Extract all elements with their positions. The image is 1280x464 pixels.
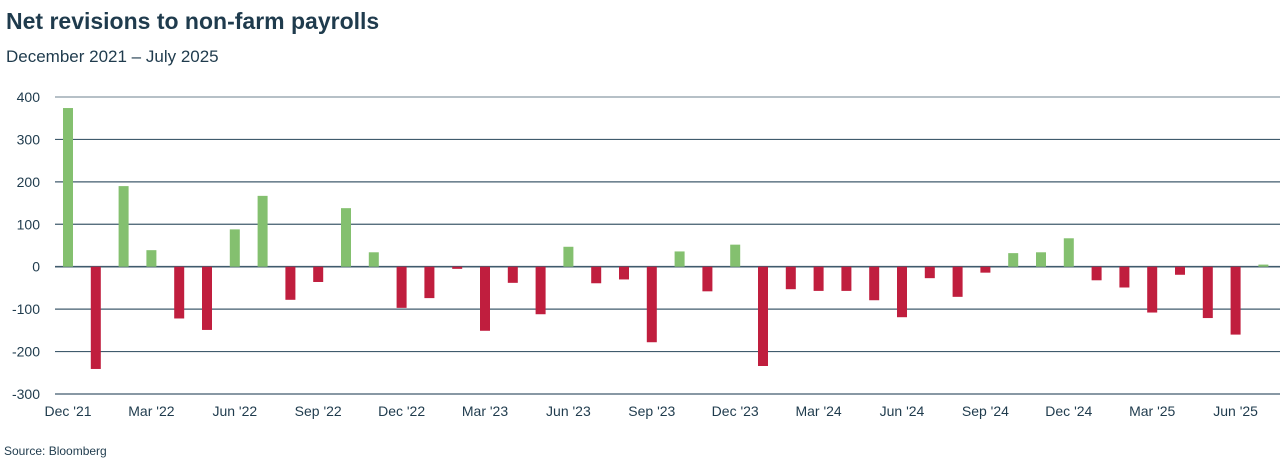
y-tick-label: -100 [12, 301, 40, 317]
bar-jan-2022 [90, 266, 101, 369]
bar-mar-2025 [1147, 266, 1158, 313]
bar-jan-2025 [1091, 266, 1102, 281]
bar-aug-2024 [952, 266, 963, 297]
y-tick-label: 400 [17, 89, 41, 105]
x-tick-label: Sep '24 [962, 403, 1009, 419]
bar-jul-2022 [257, 195, 268, 267]
chart-title: Net revisions to non-farm payrolls [6, 8, 380, 34]
y-tick-label: -300 [12, 386, 40, 402]
x-tick-label: Mar '23 [462, 403, 508, 419]
bar-apr-2025 [1175, 266, 1185, 275]
bar-aug-2022 [285, 266, 296, 300]
bar-jul-2024 [924, 266, 935, 279]
bar-mar-2024 [813, 266, 824, 291]
bar-dec-2021 [63, 108, 73, 267]
x-tick-label: Dec '23 [712, 403, 759, 419]
x-tick-label: Jun '23 [546, 403, 591, 419]
bar-nov-2023 [702, 266, 713, 292]
x-tick-label: Jun '25 [1213, 403, 1258, 419]
bar-feb-2024 [785, 266, 796, 290]
x-tick-label: Mar '25 [1129, 403, 1175, 419]
bar-jun-2025 [1230, 266, 1241, 335]
bar-sep-2022 [313, 266, 324, 282]
source-note: Source: Bloomberg [4, 444, 107, 458]
bar-jun-2023 [563, 246, 574, 267]
x-tick-label: Sep '22 [295, 403, 342, 419]
x-tick-label: Jun '22 [212, 403, 257, 419]
bar-feb-2023 [452, 266, 463, 269]
bar-jul-2025 [1258, 264, 1269, 267]
x-tick-label: Dec '22 [378, 403, 425, 419]
y-tick-label: 100 [17, 216, 41, 232]
bar-aug-2023 [619, 266, 629, 280]
x-tick-label: Dec '21 [44, 403, 91, 419]
y-tick-label: -200 [12, 344, 40, 360]
bar-nov-2022 [368, 252, 379, 267]
x-tick-label: Jun '24 [880, 403, 925, 419]
bar-may-2022 [202, 266, 212, 330]
x-tick-label: Mar '22 [128, 403, 174, 419]
bar-may-2025 [1202, 266, 1213, 319]
bar-jun-2022 [229, 229, 240, 267]
y-tick-label: 0 [32, 259, 40, 275]
bar-feb-2022 [118, 186, 129, 267]
bar-may-2023 [535, 266, 546, 315]
y-tick-label: 300 [17, 131, 41, 147]
x-tick-label: Dec '24 [1045, 403, 1092, 419]
bar-sep-2023 [646, 266, 657, 343]
bar-oct-2022 [341, 208, 351, 267]
bar-mar-2022 [146, 250, 157, 267]
bar-dec-2022 [396, 266, 407, 308]
bar-may-2024 [869, 266, 880, 301]
bar-jan-2023 [424, 266, 435, 299]
x-tick-label: Mar '24 [795, 403, 841, 419]
bar-jul-2023 [591, 266, 602, 284]
bar-feb-2025 [1119, 266, 1130, 288]
bar-apr-2022 [174, 266, 185, 319]
bar-dec-2024 [1063, 238, 1074, 267]
bar-jun-2024 [897, 266, 907, 318]
bar-mar-2023 [480, 266, 490, 331]
bar-sep-2024 [980, 266, 991, 273]
bar-apr-2024 [841, 266, 852, 291]
x-tick-label: Sep '23 [628, 403, 675, 419]
bar-apr-2023 [507, 266, 518, 283]
bar-dec-2023 [730, 244, 741, 267]
bar-jan-2024 [758, 266, 768, 366]
chart-subtitle: December 2021 – July 2025 [6, 47, 219, 66]
bar-oct-2024 [1008, 253, 1019, 267]
bar-oct-2023 [674, 251, 685, 267]
bar-nov-2024 [1036, 252, 1046, 267]
y-tick-label: 200 [17, 174, 41, 190]
